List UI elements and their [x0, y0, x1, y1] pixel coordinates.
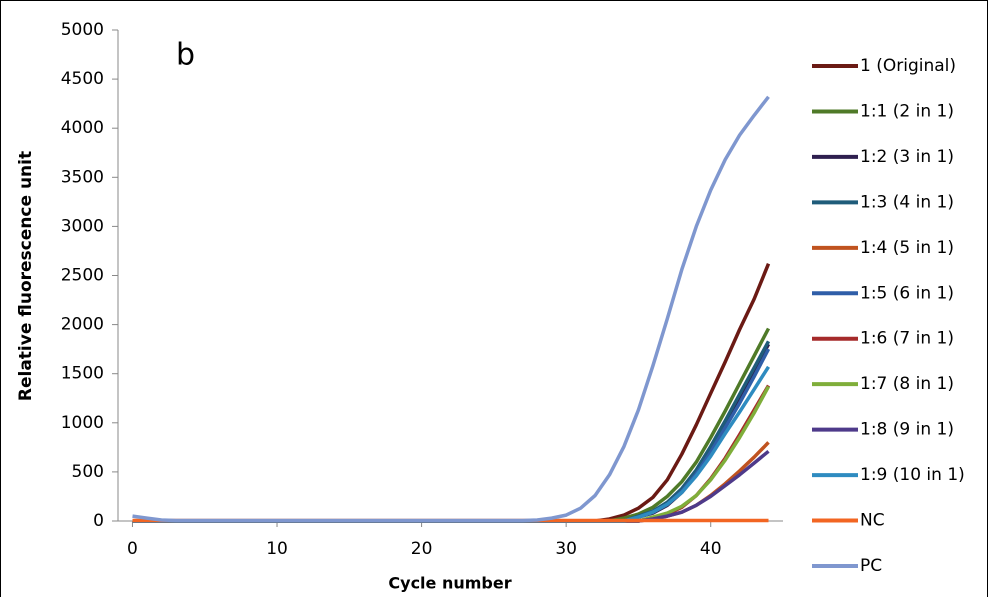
legend-label: 1:5 (6 in 1) — [860, 283, 954, 303]
legend-label: PC — [860, 556, 882, 576]
y-tick-label: 5000 — [61, 20, 104, 40]
x-axis-label: Cycle number — [388, 574, 511, 593]
series-line — [132, 340, 771, 523]
y-tick-label: 500 — [72, 462, 104, 482]
y-axis-label: Relative fluorescence unit — [16, 151, 36, 401]
y-tick-label: 3500 — [61, 167, 104, 187]
legend-label: 1 (Original) — [860, 56, 956, 76]
legend-label: 1:8 (9 in 1) — [860, 420, 954, 440]
legend-label: 1:3 (4 in 1) — [860, 192, 954, 212]
legend-label: NC — [860, 511, 885, 531]
y-tick-label: 4500 — [61, 69, 104, 89]
legend-label: 1:2 (3 in 1) — [860, 147, 954, 167]
legend-label: 1:6 (7 in 1) — [860, 329, 954, 349]
y-tick-label: 1500 — [61, 364, 104, 384]
y-tick-label: 2000 — [61, 315, 104, 335]
series-line — [132, 365, 770, 523]
panel-label: b — [176, 38, 195, 73]
x-tick-label: 0 — [127, 539, 138, 559]
x-tick-label: 30 — [555, 539, 577, 559]
y-tick-label: 2500 — [61, 266, 104, 286]
x-tick-label: 40 — [700, 539, 722, 559]
series-line — [132, 95, 770, 523]
legend-label: 1:7 (8 in 1) — [860, 374, 954, 394]
y-tick-label: 4000 — [61, 118, 104, 138]
legend-label: 1:1 (2 in 1) — [860, 101, 954, 121]
series-line — [132, 327, 771, 523]
y-tick-label: 3000 — [61, 216, 104, 236]
y-tick-label: 0 — [93, 511, 104, 531]
x-tick-label: 20 — [411, 539, 433, 559]
x-tick-label: 10 — [266, 539, 288, 559]
legend-label: 1:9 (10 in 1) — [860, 465, 965, 485]
y-tick-label: 1000 — [61, 413, 104, 433]
legend-label: 1:4 (5 in 1) — [860, 238, 954, 258]
